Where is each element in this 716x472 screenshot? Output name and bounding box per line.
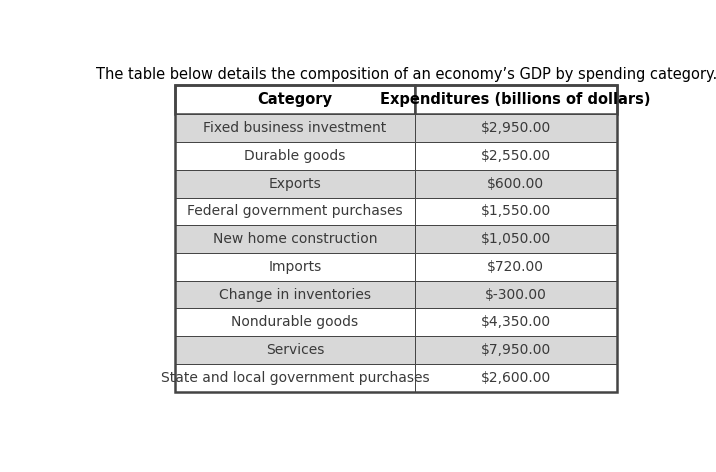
Bar bbox=[415, 170, 616, 198]
Bar bbox=[415, 198, 616, 225]
Bar bbox=[175, 225, 415, 253]
Bar bbox=[415, 364, 616, 392]
Bar bbox=[415, 253, 616, 281]
Text: Services: Services bbox=[266, 343, 324, 357]
Text: The table below details the composition of an economy’s GDP by spending category: The table below details the composition … bbox=[96, 67, 716, 83]
Text: Nondurable goods: Nondurable goods bbox=[231, 315, 359, 329]
Bar bbox=[175, 253, 415, 281]
Text: $720.00: $720.00 bbox=[488, 260, 544, 274]
Bar bbox=[175, 85, 616, 392]
Text: $1,550.00: $1,550.00 bbox=[480, 204, 551, 219]
Text: $7,950.00: $7,950.00 bbox=[480, 343, 551, 357]
Text: New home construction: New home construction bbox=[213, 232, 377, 246]
Text: Expenditures (billions of dollars): Expenditures (billions of dollars) bbox=[380, 92, 651, 107]
Text: $2,950.00: $2,950.00 bbox=[480, 121, 551, 135]
Bar bbox=[175, 336, 415, 364]
Bar bbox=[415, 142, 616, 170]
Text: $-300.00: $-300.00 bbox=[485, 287, 547, 302]
Bar bbox=[175, 364, 415, 392]
Text: Category: Category bbox=[257, 92, 332, 107]
Bar bbox=[415, 308, 616, 336]
Bar bbox=[175, 308, 415, 336]
Text: $2,550.00: $2,550.00 bbox=[480, 149, 551, 163]
Text: Exports: Exports bbox=[268, 177, 321, 191]
Bar bbox=[175, 114, 415, 142]
Bar bbox=[415, 114, 616, 142]
Text: $2,600.00: $2,600.00 bbox=[480, 371, 551, 385]
Bar bbox=[415, 281, 616, 308]
Bar bbox=[175, 198, 415, 225]
Text: Change in inventories: Change in inventories bbox=[219, 287, 371, 302]
Bar bbox=[175, 170, 415, 198]
Text: Durable goods: Durable goods bbox=[244, 149, 346, 163]
Bar bbox=[415, 85, 616, 114]
Text: $4,350.00: $4,350.00 bbox=[480, 315, 551, 329]
Bar bbox=[175, 85, 415, 114]
Text: Imports: Imports bbox=[268, 260, 321, 274]
Bar bbox=[415, 225, 616, 253]
Text: $600.00: $600.00 bbox=[487, 177, 544, 191]
Text: State and local government purchases: State and local government purchases bbox=[160, 371, 429, 385]
Bar bbox=[415, 336, 616, 364]
Text: Fixed business investment: Fixed business investment bbox=[203, 121, 387, 135]
Text: Federal government purchases: Federal government purchases bbox=[187, 204, 402, 219]
Bar bbox=[175, 142, 415, 170]
Bar bbox=[175, 281, 415, 308]
Text: $1,050.00: $1,050.00 bbox=[480, 232, 551, 246]
